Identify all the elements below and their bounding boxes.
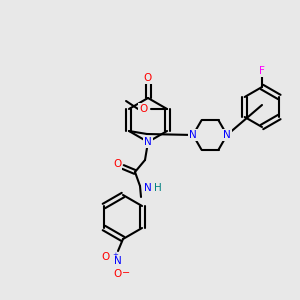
Text: F: F — [259, 66, 265, 76]
Text: N: N — [144, 137, 152, 147]
Text: O: O — [102, 252, 110, 262]
Text: H: H — [154, 183, 162, 193]
Text: N: N — [223, 130, 231, 140]
Text: O: O — [144, 73, 152, 83]
Text: N: N — [189, 130, 197, 140]
Text: +: + — [112, 252, 118, 258]
Text: N: N — [114, 256, 122, 266]
Text: O: O — [139, 104, 147, 114]
Text: N: N — [144, 183, 152, 193]
Text: O: O — [114, 269, 122, 279]
Text: −: − — [122, 268, 130, 278]
Text: O: O — [113, 159, 121, 169]
